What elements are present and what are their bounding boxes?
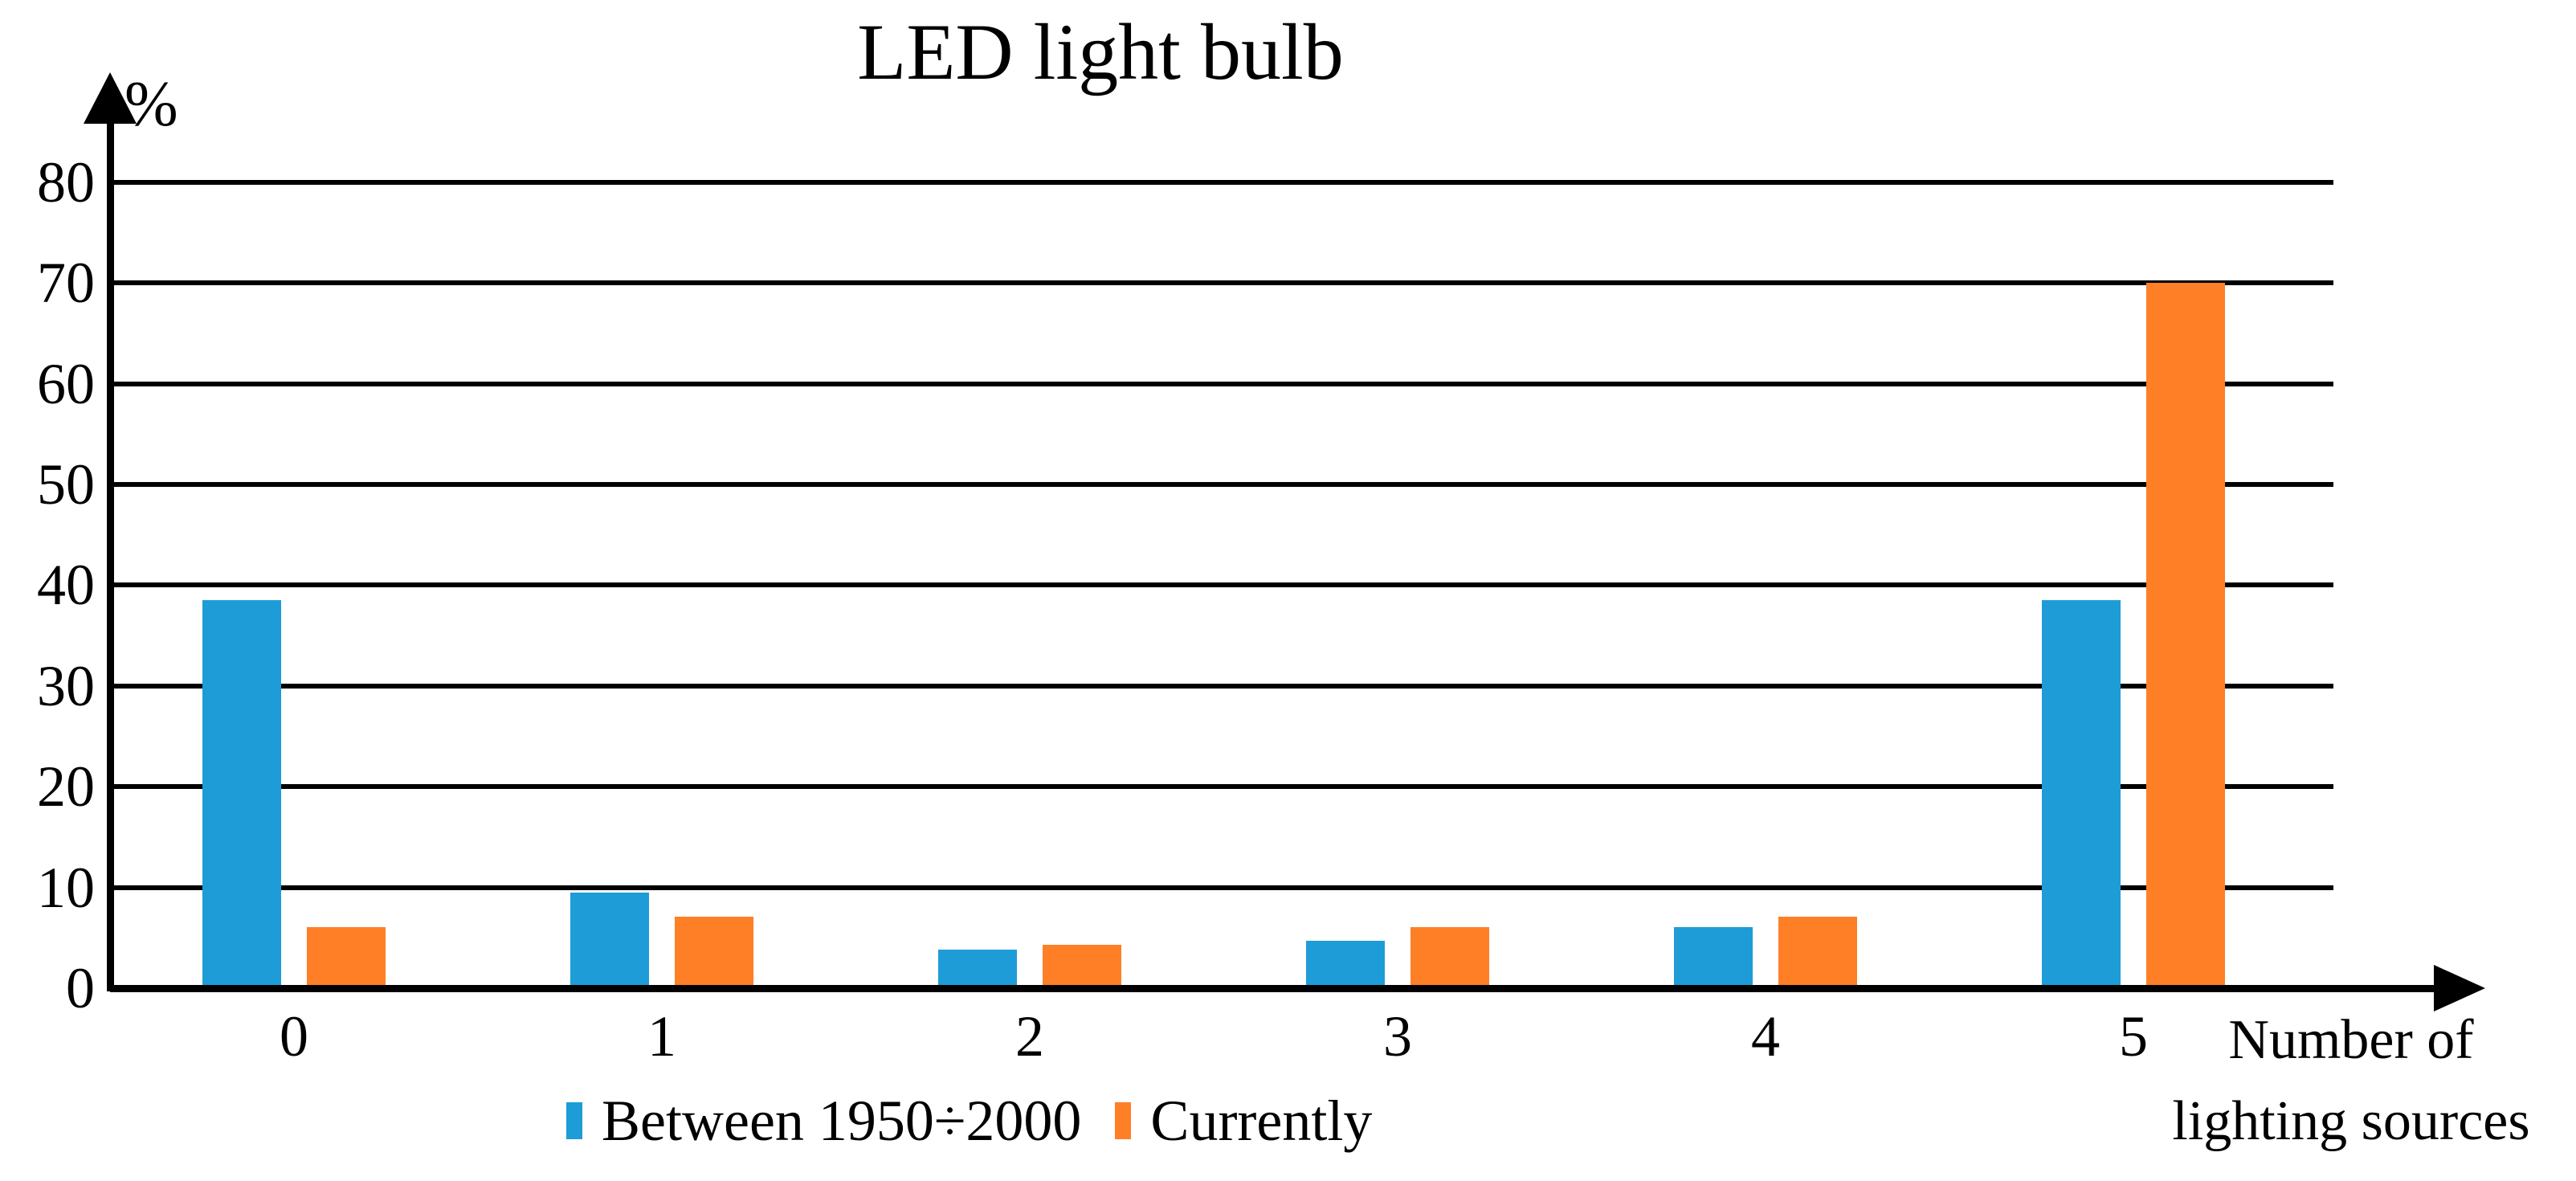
bar-currently-cat-1 — [675, 916, 753, 988]
legend: Between 1950÷2000 Currently — [566, 1085, 1372, 1157]
x-axis-title-line1: Number of — [2228, 1009, 2474, 1071]
bar-between-1950-2000-cat-5 — [2042, 600, 2121, 988]
gridline-50 — [110, 482, 2333, 487]
x-category-label-2: 2 — [1015, 1004, 1044, 1069]
gridline-10 — [110, 885, 2333, 890]
y-tick-label-20: 20 — [37, 754, 95, 819]
bar-currently-cat-3 — [1410, 926, 1489, 988]
gridline-80 — [110, 179, 2333, 185]
gridline-30 — [110, 683, 2333, 689]
bar-between-1950-2000-cat-4 — [1674, 926, 1753, 988]
x-category-label-1: 1 — [647, 1004, 676, 1069]
x-axis-title-line2: lighting sources — [2172, 1090, 2530, 1152]
x-category-label-3: 3 — [1383, 1004, 1412, 1069]
y-tick-label-80: 80 — [37, 149, 95, 215]
bar-between-1950-2000-cat-0 — [202, 600, 281, 988]
gridline-70 — [110, 280, 2333, 286]
y-axis-arrow-icon — [84, 72, 137, 124]
bar-currently-cat-4 — [1778, 916, 1857, 988]
gridline-40 — [110, 582, 2333, 588]
x-category-label-5: 5 — [2119, 1004, 2148, 1069]
gridline-60 — [110, 381, 2333, 386]
legend-label-currently: Currently — [1150, 1088, 1373, 1153]
x-category-label-0: 0 — [280, 1004, 308, 1069]
y-tick-label-70: 70 — [37, 251, 95, 316]
y-tick-label-10: 10 — [37, 855, 95, 920]
x-axis-arrow-icon — [2434, 965, 2485, 1011]
bar-between-1950-2000-cat-1 — [570, 892, 649, 988]
legend-marker-currently — [1115, 1102, 1132, 1139]
x-axis-title: Number of lighting sources — [2030, 999, 2576, 1162]
y-axis-line — [107, 121, 114, 991]
y-tick-label-60: 60 — [37, 351, 95, 416]
y-tick-label-50: 50 — [37, 452, 95, 517]
bar-between-1950-2000-cat-3 — [1306, 941, 1385, 988]
bar-currently-cat-0 — [307, 926, 386, 988]
x-axis-line — [110, 985, 2439, 992]
bar-currently-cat-5 — [2146, 283, 2225, 988]
chart-title: LED light bulb — [857, 7, 1344, 96]
y-tick-label-30: 30 — [37, 653, 95, 718]
y-tick-label-40: 40 — [37, 553, 95, 618]
legend-marker-between-1950-2000 — [566, 1102, 582, 1139]
y-tick-label-0: 0 — [66, 956, 95, 1020]
legend-label-between-1950-2000: Between 1950÷2000 — [602, 1088, 1082, 1153]
bar-currently-cat-2 — [1043, 945, 1121, 988]
gridline-20 — [110, 784, 2333, 790]
bar-between-1950-2000-cat-2 — [938, 950, 1017, 988]
x-category-label-4: 4 — [1751, 1004, 1780, 1069]
